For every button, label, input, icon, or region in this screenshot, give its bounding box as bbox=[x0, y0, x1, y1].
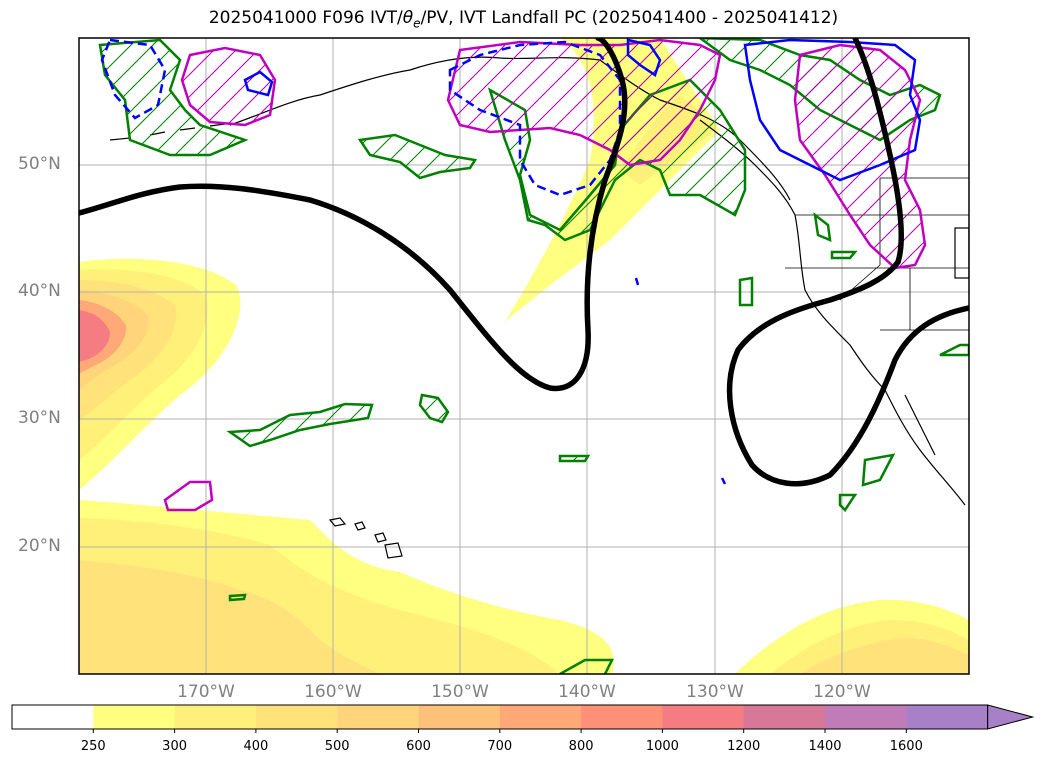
colorbar-segment bbox=[906, 705, 989, 729]
green-contour-nw bbox=[98, 38, 249, 157]
lon-label-140w: 140°W bbox=[558, 682, 616, 702]
colorbar-segment bbox=[499, 705, 582, 729]
magenta-contours bbox=[163, 38, 927, 512]
green-contour-central-1 bbox=[226, 402, 374, 448]
green-contour-east-6 bbox=[830, 250, 858, 260]
pc-contour-east bbox=[726, 38, 969, 487]
blue-contour-nw-dashed bbox=[100, 38, 167, 120]
green-contour-small-2 bbox=[228, 593, 247, 602]
colorbar-tick-label: 250 bbox=[80, 739, 106, 754]
colorbar-segment bbox=[743, 705, 826, 729]
green-contour-small-1 bbox=[558, 454, 591, 463]
colorbar-segment bbox=[255, 705, 338, 729]
colorbar-tick-label: 500 bbox=[324, 739, 350, 754]
map-canvas bbox=[78, 37, 970, 675]
green-contour-north-mid bbox=[357, 133, 478, 180]
colorbar-tick-label: 1200 bbox=[727, 739, 761, 754]
colorbar-tick-label: 1400 bbox=[808, 739, 842, 754]
colorbar-segment bbox=[581, 705, 663, 729]
ivt-plume-west-800 bbox=[79, 310, 110, 362]
state-box-east bbox=[954, 227, 969, 279]
magenta-contour-south bbox=[163, 480, 214, 512]
blue-contour-dot-1 bbox=[634, 277, 640, 286]
colorbar-segment bbox=[825, 705, 907, 729]
lat-label-30n: 30°N bbox=[18, 408, 61, 428]
green-contour-east-4 bbox=[939, 343, 969, 357]
blue-contour-ne bbox=[743, 38, 922, 182]
colorbar-tick-label: 700 bbox=[487, 739, 513, 754]
green-contour-east-2 bbox=[738, 276, 754, 307]
colorbar-segment bbox=[93, 705, 176, 729]
blue-contours bbox=[100, 38, 922, 485]
lat-label-20n: 20°N bbox=[18, 536, 61, 556]
blue-contour-nw-small bbox=[243, 70, 274, 97]
map-title: 2025041000 F096 IVT/θe/PV, IVT Landfall … bbox=[208, 8, 839, 31]
colorbar-tick-label: 600 bbox=[406, 739, 431, 754]
blue-contour-gulf-dashed bbox=[448, 40, 622, 197]
green-contour-east-1 bbox=[813, 212, 832, 242]
colorbar-segment bbox=[337, 705, 419, 729]
green-contour-central-2 bbox=[418, 393, 450, 424]
blue-contour-gulf-solid bbox=[626, 38, 662, 77]
gulf-california bbox=[904, 394, 936, 456]
colorbar-tick-label: 1000 bbox=[645, 739, 679, 754]
pc-contour-west bbox=[79, 38, 628, 392]
colorbar-segment bbox=[418, 705, 501, 729]
landfall-pc-contours bbox=[79, 38, 969, 487]
lat-label-50n: 50°N bbox=[18, 154, 61, 174]
magenta-contour-ne bbox=[793, 43, 927, 270]
colorbar-extend-arrow bbox=[987, 704, 1035, 730]
magenta-contour-gulf bbox=[446, 38, 722, 167]
colorbar-tick-label: 1600 bbox=[889, 739, 923, 754]
colorbar-tick-label: 800 bbox=[568, 739, 594, 754]
colorbar-segment bbox=[662, 705, 745, 729]
lon-label-150w: 150°W bbox=[431, 682, 489, 702]
colorbar bbox=[11, 704, 1035, 733]
baja-coast bbox=[884, 389, 966, 506]
lon-label-160w: 160°W bbox=[304, 682, 362, 702]
hawaii-islands bbox=[328, 517, 403, 559]
magenta-contour-nw bbox=[180, 46, 277, 127]
colorbar-segment bbox=[174, 705, 257, 729]
lat-label-40n: 40°N bbox=[18, 281, 61, 301]
green-contour-east-5 bbox=[838, 493, 858, 512]
colorbar-tick-label: 400 bbox=[243, 739, 269, 754]
us-west-coast bbox=[794, 214, 886, 391]
blue-contour-dot-2 bbox=[720, 477, 727, 485]
colorbar-segment bbox=[12, 705, 94, 729]
ivt-southwest-400 bbox=[79, 560, 380, 674]
lon-label-170w: 170°W bbox=[177, 682, 235, 702]
colorbar-tick-label: 300 bbox=[162, 739, 187, 754]
map-frame bbox=[78, 37, 970, 675]
green-contour-south bbox=[559, 658, 615, 674]
lon-label-130w: 130°W bbox=[686, 682, 744, 702]
lon-label-120w: 120°W bbox=[813, 682, 871, 702]
green-contour-east-3 bbox=[861, 453, 896, 487]
